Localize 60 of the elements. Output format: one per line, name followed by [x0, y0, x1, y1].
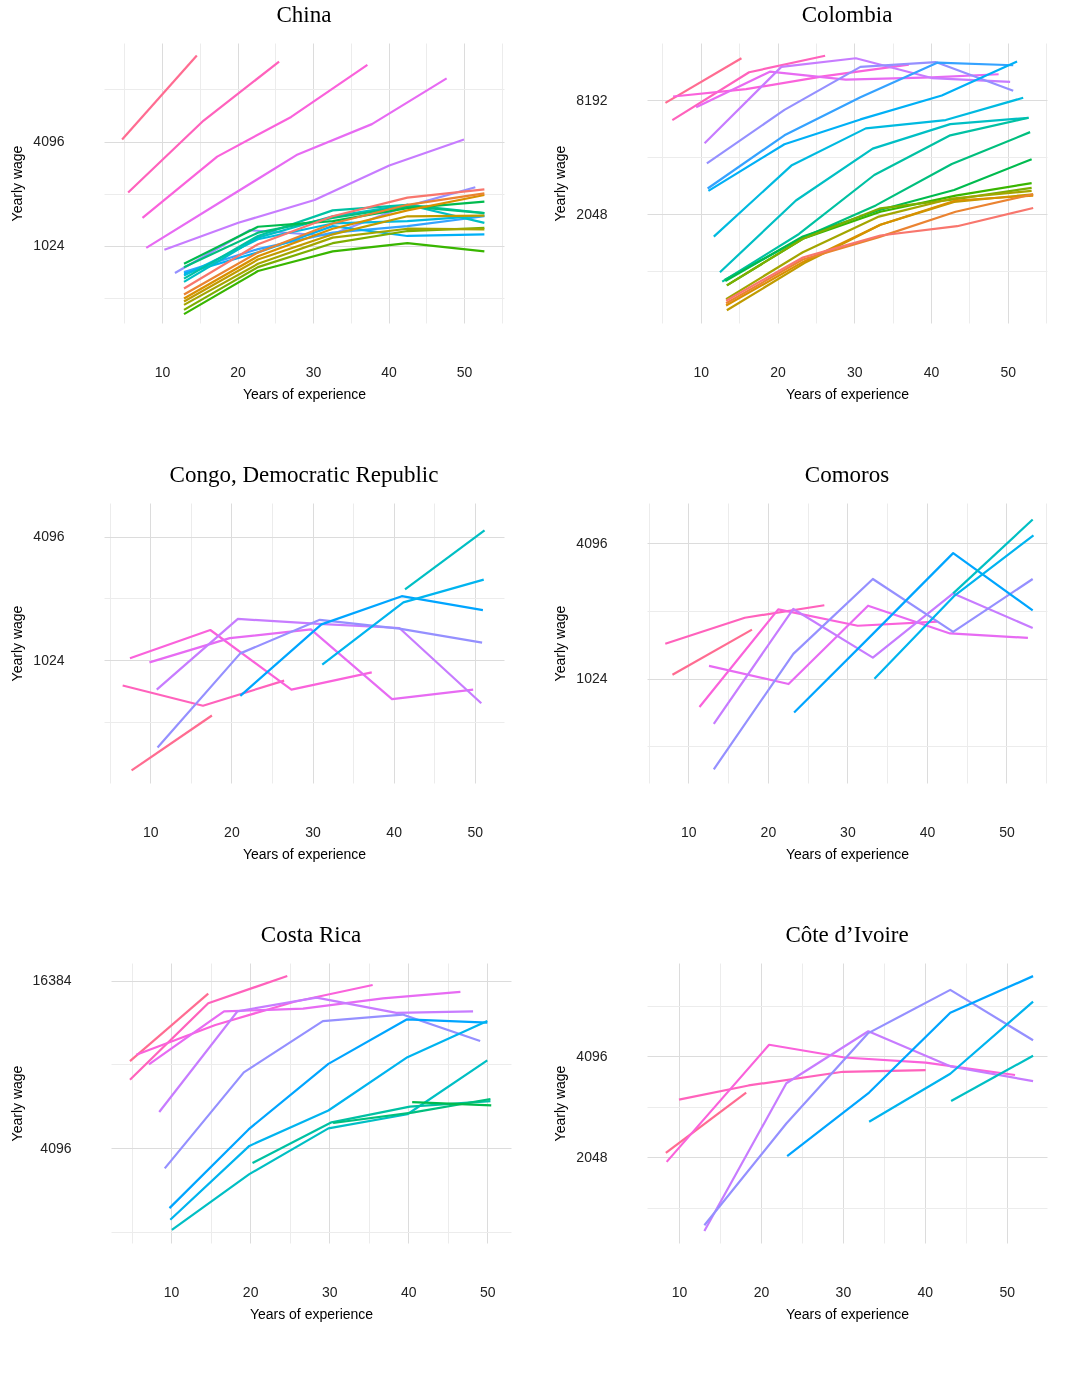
x-tick-label: 10: [671, 1283, 688, 1300]
x-tick-label: 40: [381, 363, 398, 380]
y-tick-label: 4096: [576, 534, 608, 551]
x-axis-title: Years of experience: [242, 385, 367, 402]
y-axis-title: Yearly wage: [552, 145, 569, 222]
x-tick-label: 40: [400, 1283, 417, 1300]
y-axis-title: Yearly wage: [552, 1065, 569, 1142]
y-tick-label: 16384: [32, 972, 72, 989]
y-tick-label: 1024: [33, 237, 65, 254]
x-tick-label: 50: [999, 823, 1015, 840]
x-tick-label: 40: [919, 823, 936, 840]
x-axis-title: Years of experience: [785, 845, 910, 862]
chart-title: Côte d’Ivoire: [785, 922, 909, 947]
y-axis-title: Yearly wage: [9, 605, 26, 682]
x-axis-title: Years of experience: [242, 845, 367, 862]
x-tick-label: 20: [760, 823, 777, 840]
y-tick-label: 1024: [33, 651, 65, 668]
x-tick-label: 40: [923, 363, 940, 380]
x-tick-label: 10: [681, 823, 697, 840]
x-tick-label: 20: [242, 1283, 259, 1300]
x-tick-label: 10: [163, 1283, 180, 1300]
y-tick-label: 8192: [576, 91, 608, 108]
y-tick-label: 2048: [576, 205, 608, 222]
x-axis-title: Years of experience: [785, 1305, 910, 1322]
y-axis-title: Yearly wage: [8, 1065, 25, 1142]
x-axis-title: Years of experience: [249, 1305, 374, 1322]
x-tick-label: 20: [753, 1283, 770, 1300]
y-tick-label: 1024: [576, 670, 608, 687]
y-tick-label: 4096: [40, 1139, 72, 1156]
x-tick-label: 30: [305, 363, 322, 380]
y-axis-title: Yearly wage: [9, 145, 26, 222]
y-axis-title: Yearly wage: [552, 605, 569, 682]
x-tick-label: 30: [840, 823, 856, 840]
x-tick-label: 50: [456, 363, 473, 380]
y-tick-label: 4096: [33, 133, 65, 149]
chart-title: China: [276, 2, 332, 27]
y-tick-label: 2048: [576, 1148, 608, 1165]
x-axis-title: Years of experience: [785, 385, 910, 402]
chart-title: Costa Rica: [260, 922, 362, 947]
x-tick-label: 30: [321, 1283, 338, 1300]
x-tick-label: 40: [917, 1283, 934, 1300]
x-tick-label: 40: [386, 823, 403, 840]
y-tick-label: 4096: [576, 1047, 608, 1064]
x-tick-label: 20: [230, 363, 247, 380]
x-tick-label: 50: [480, 1283, 496, 1300]
x-tick-label: 30: [847, 363, 863, 380]
x-tick-label: 20: [770, 363, 787, 380]
x-tick-label: 10: [693, 363, 710, 380]
x-tick-label: 10: [142, 823, 159, 840]
chart-title: Congo, Democratic Republic: [169, 462, 439, 487]
y-tick-label: 4096: [33, 528, 65, 545]
x-tick-label: 50: [467, 823, 484, 840]
chart-title: Comoros: [804, 462, 890, 487]
x-tick-label: 30: [305, 823, 322, 840]
x-tick-label: 20: [224, 823, 240, 840]
chart-title: Colombia: [801, 2, 893, 27]
x-tick-label: 10: [154, 363, 171, 380]
x-tick-label: 50: [999, 1283, 1016, 1300]
x-tick-label: 30: [835, 1283, 852, 1300]
x-tick-label: 50: [1000, 363, 1017, 380]
